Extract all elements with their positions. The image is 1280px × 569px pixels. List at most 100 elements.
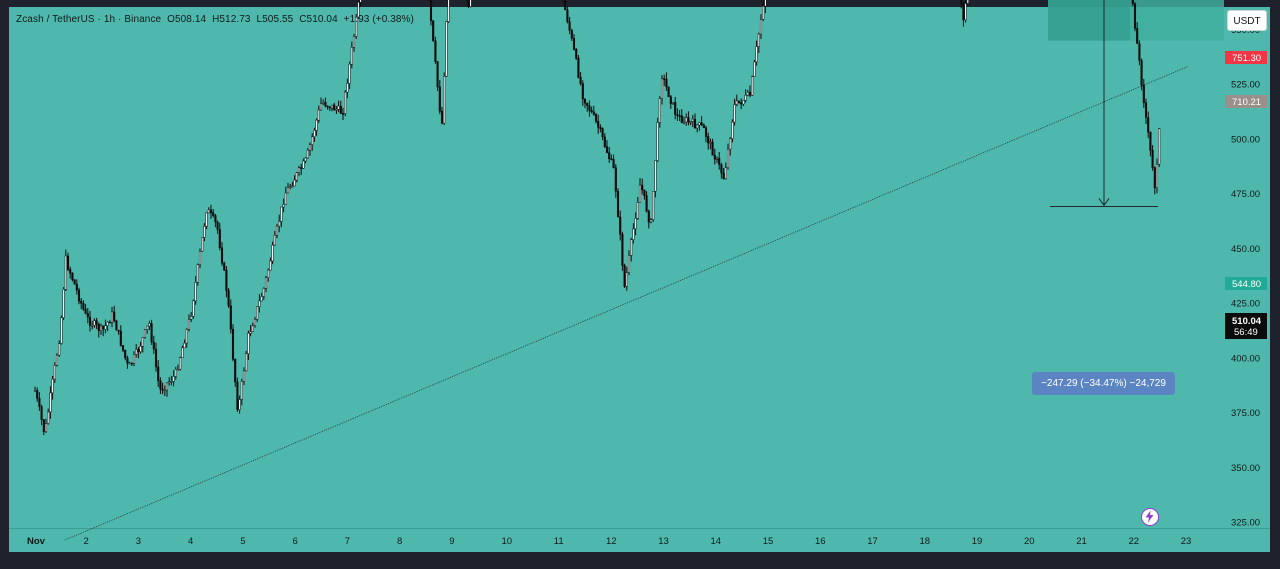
candle xyxy=(603,133,606,148)
candle-body xyxy=(594,114,598,122)
candle xyxy=(225,266,228,298)
candle-body xyxy=(623,265,626,287)
badge-top: 751.30 xyxy=(1225,51,1267,64)
candle-body xyxy=(121,345,125,351)
candle-body xyxy=(99,325,103,331)
candle-body xyxy=(599,126,602,129)
plot-area[interactable] xyxy=(9,7,1224,528)
time-tick: 16 xyxy=(815,536,826,547)
candle xyxy=(704,125,708,143)
candle xyxy=(751,75,754,96)
measure-label[interactable]: −247.29 (−34.47%) −24,729 xyxy=(1032,372,1175,395)
candle xyxy=(691,115,694,128)
candle xyxy=(271,241,274,265)
candle-body xyxy=(95,320,98,325)
candle xyxy=(469,0,472,8)
candle-body xyxy=(174,369,177,377)
candle xyxy=(599,124,602,133)
candle xyxy=(286,182,290,194)
candle xyxy=(742,99,745,106)
candle-body xyxy=(328,106,331,109)
candle xyxy=(170,375,173,386)
candle xyxy=(102,325,105,337)
candle xyxy=(161,382,164,395)
candle-body xyxy=(647,210,650,223)
candle xyxy=(443,72,446,125)
candle-body xyxy=(293,179,296,187)
candle xyxy=(51,376,54,400)
candle-body xyxy=(746,91,749,96)
candle xyxy=(313,127,316,142)
candle xyxy=(649,218,653,224)
candle-body xyxy=(1142,84,1145,104)
candle-body xyxy=(720,164,723,174)
candle-body xyxy=(218,229,221,249)
time-axis[interactable] xyxy=(9,528,1270,553)
candle xyxy=(137,347,140,359)
candle-body xyxy=(38,397,41,407)
candle xyxy=(656,117,659,163)
badge-mid-text: 544.80 xyxy=(1232,279,1261,290)
price-tick: 325.00 xyxy=(1231,518,1260,529)
candle-body xyxy=(269,260,272,271)
candle xyxy=(181,345,184,358)
candle xyxy=(647,209,650,229)
badge-countdown: 56:49 xyxy=(1234,327,1258,338)
lightning-icon[interactable] xyxy=(1141,508,1159,526)
candle-body xyxy=(278,221,281,227)
high-value: H512.73 xyxy=(212,14,251,25)
candle-body xyxy=(638,184,642,203)
candle-body xyxy=(192,300,195,317)
candle xyxy=(429,0,433,26)
candle xyxy=(665,72,668,91)
candle-body xyxy=(592,111,595,115)
candle-body xyxy=(744,94,747,101)
price-scale[interactable] xyxy=(1224,7,1270,528)
candle xyxy=(152,335,155,354)
candle-body xyxy=(964,3,967,21)
candle-body xyxy=(438,86,441,112)
candle-body xyxy=(251,325,254,332)
candle xyxy=(729,137,732,156)
time-tick: 8 xyxy=(397,536,402,547)
candle xyxy=(300,163,303,175)
time-tick: 18 xyxy=(920,536,931,547)
candle xyxy=(623,263,626,288)
time-tick: 19 xyxy=(972,536,983,547)
candle xyxy=(641,178,644,195)
candle-body xyxy=(1140,60,1143,86)
candle-body xyxy=(737,100,741,103)
candle-body xyxy=(575,49,578,59)
candle-body xyxy=(104,325,107,330)
candle-body xyxy=(165,382,169,391)
candle xyxy=(203,223,206,242)
candle-body xyxy=(346,83,349,93)
currency-button[interactable]: USDT xyxy=(1227,10,1267,31)
candle xyxy=(330,104,334,112)
candle xyxy=(696,123,699,133)
candle-body xyxy=(220,247,224,264)
candle xyxy=(605,140,609,154)
candle xyxy=(440,106,444,125)
candle xyxy=(667,86,670,98)
candle-body xyxy=(966,0,969,4)
candle-body xyxy=(680,115,683,123)
candle-body xyxy=(625,272,628,287)
candle-body xyxy=(194,282,197,302)
time-tick: 17 xyxy=(867,536,878,547)
candle-body xyxy=(172,376,175,382)
candle-body xyxy=(357,2,360,18)
candle-body xyxy=(154,348,158,368)
candle-body xyxy=(960,0,963,4)
candle xyxy=(315,118,318,136)
candle-body xyxy=(126,357,129,364)
candle xyxy=(295,171,298,183)
low-value: L505.55 xyxy=(256,14,294,25)
time-tick: 3 xyxy=(136,536,141,547)
candle-body xyxy=(339,105,342,114)
candle-body xyxy=(669,96,672,104)
candle xyxy=(1158,128,1161,168)
candle-body xyxy=(236,381,239,410)
candle-body xyxy=(319,103,323,111)
candle xyxy=(36,387,39,402)
